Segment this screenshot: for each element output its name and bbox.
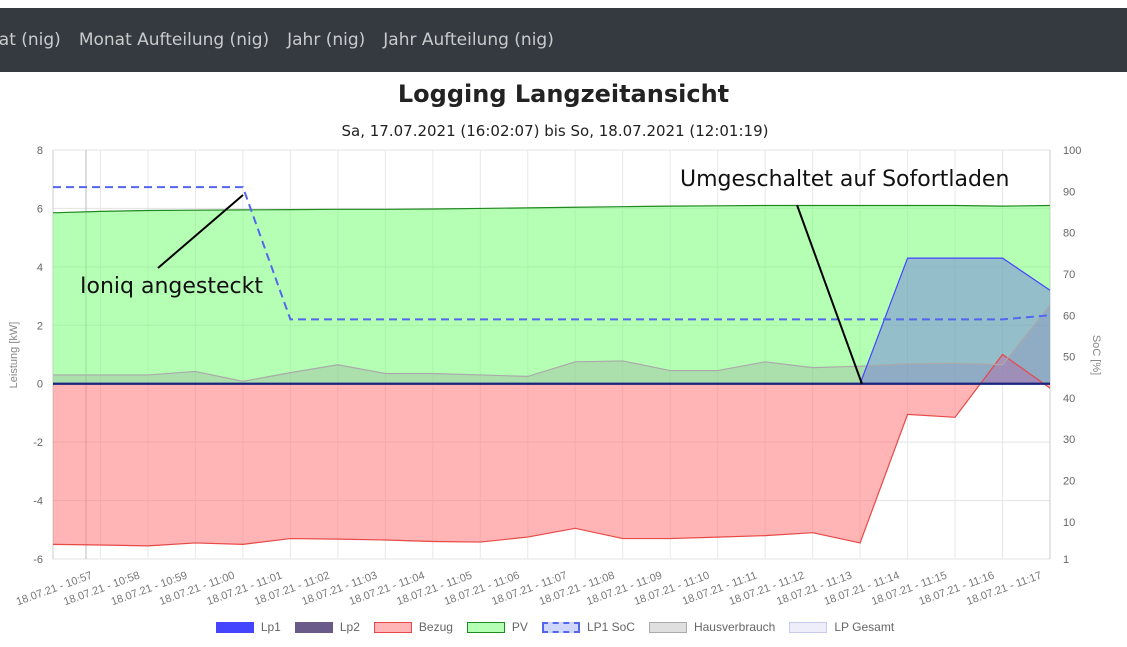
annotation-arrow — [796, 204, 863, 385]
y-tick-label: 2 — [37, 320, 43, 332]
nav-item-jahr[interactable]: Jahr (nig) — [287, 30, 366, 50]
y-tick-label: -2 — [33, 437, 43, 449]
chart-legend: Lp1 Lp2 Bezug PV LP1 SoC Hausverbrauch LP Gesa… — [0, 620, 1110, 634]
page-title: Logging Langzeitansicht — [397, 80, 730, 108]
y2-tick-label: 10 — [1063, 517, 1075, 529]
y2-tick-label: 90 — [1063, 186, 1075, 198]
legend-swatch — [648, 621, 687, 633]
page-subtitle: Sa, 17.07.2021 (16:02:07) bis So, 18.07.… — [341, 122, 769, 140]
series-line-lp1-soc — [53, 186, 1051, 321]
legend-swatch — [215, 621, 254, 633]
annotation-arrow — [157, 194, 244, 269]
legend-swatch — [466, 621, 505, 633]
y-tick-label: 8 — [37, 145, 43, 157]
series-line-hausverbrauch — [53, 304, 1051, 382]
legend-label: Lp2 — [339, 620, 360, 634]
legend-label: Bezug — [418, 620, 453, 634]
series-line-bezug — [52, 353, 1051, 547]
legend-label: Lp1 — [260, 620, 281, 634]
y2-tick-label: 1 — [1063, 554, 1069, 566]
legend-swatch — [789, 621, 828, 633]
legend-swatch — [541, 621, 580, 633]
legend-item-lp1[interactable]: Lp1 — [215, 620, 281, 634]
series-line-pv — [52, 204, 1051, 214]
y2-tick-label: 60 — [1063, 310, 1075, 322]
series-area-bezug — [53, 354, 1050, 546]
y2-axis-label: SoC [%] — [1090, 335, 1102, 375]
series-area-lp-gesamt — [53, 258, 1050, 384]
y-tick-label: -6 — [33, 554, 43, 566]
y-tick-label: -4 — [33, 496, 43, 508]
annotation-text: Ioniq angesteckt — [80, 274, 263, 299]
annotation-text: Umgeschaltet auf Sofortladen — [680, 167, 1009, 192]
nav-item-monat[interactable]: nat (nig) — [0, 30, 61, 50]
y2-tick-label: 50 — [1063, 352, 1075, 364]
legend-swatch — [294, 621, 333, 633]
nav-links: nat (nig) Monat Aufteilung (nig) Jahr (n… — [0, 8, 554, 72]
series-area-hausverbrauch — [53, 304, 1050, 384]
legend-item-lp-gesamt[interactable]: LP Gesamt — [789, 620, 894, 634]
legend-item-hausverbrauch[interactable]: Hausverbrauch — [648, 620, 776, 634]
legend-label: Hausverbrauch — [693, 620, 776, 634]
legend-label: LP1 SoC — [586, 620, 635, 634]
y-tick-label: 6 — [37, 203, 43, 215]
nav-item-monat-aufteilung[interactable]: Monat Aufteilung (nig) — [78, 30, 270, 50]
y2-tick-label: 70 — [1063, 269, 1075, 281]
y2-tick-label: 100 — [1063, 145, 1081, 157]
series-area-pv — [53, 205, 1050, 384]
y2-tick-label: 40 — [1063, 393, 1075, 405]
legend-item-pv[interactable]: PV — [466, 620, 528, 634]
y-tick-label: 0 — [37, 379, 43, 391]
y2-tick-label: 30 — [1063, 434, 1075, 446]
y-axis-label: Leistung [kW] — [8, 322, 20, 389]
legend-swatch — [373, 621, 412, 633]
legend-item-lp2[interactable]: Lp2 — [294, 620, 360, 634]
y2-tick-label: 20 — [1063, 476, 1075, 488]
y-tick-label: 4 — [37, 262, 43, 274]
legend-item-lp1-soc[interactable]: LP1 SoC — [541, 620, 635, 634]
legend-label: LP Gesamt — [834, 620, 895, 634]
legend-item-bezug[interactable]: Bezug — [373, 620, 453, 634]
y2-tick-label: 80 — [1063, 228, 1075, 240]
nav-item-jahr-aufteilung[interactable]: Jahr Aufteilung (nig) — [383, 30, 554, 50]
series-area-lp1 — [53, 258, 1050, 384]
top-navbar: nat (nig) Monat Aufteilung (nig) Jahr (n… — [0, 8, 1127, 72]
legend-label: PV — [511, 620, 528, 634]
